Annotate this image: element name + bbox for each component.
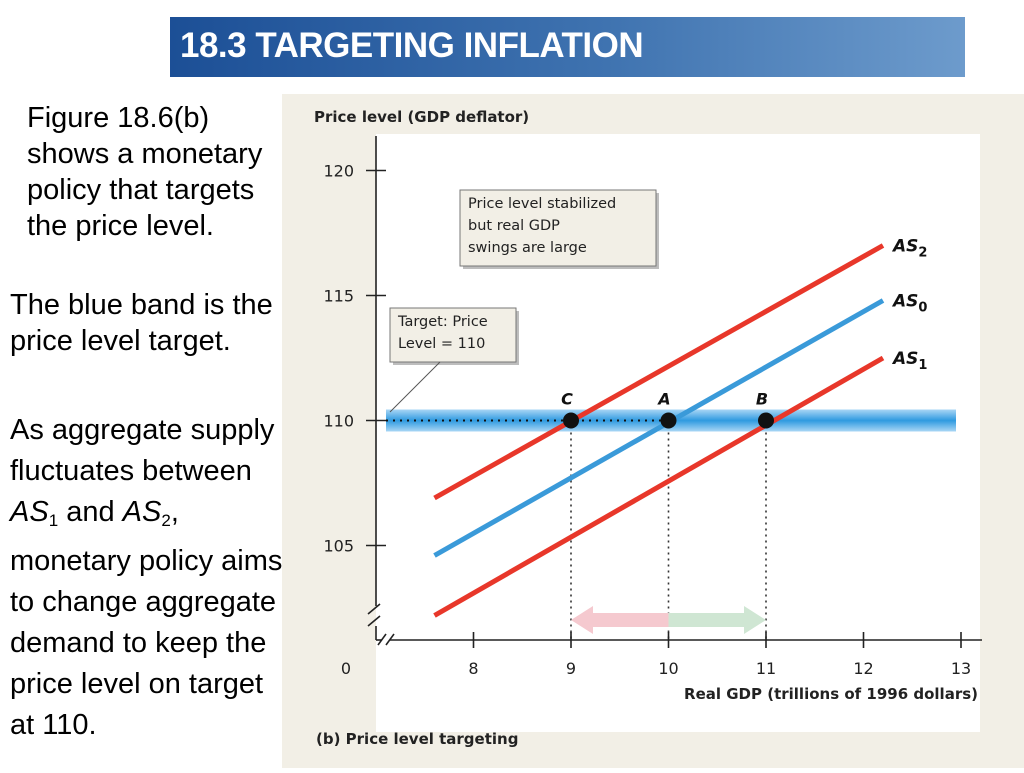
para3-as1-sub: 1 bbox=[48, 511, 59, 530]
title-bar: 18.3 TARGETING INFLATION bbox=[170, 17, 965, 77]
y-axis-label: Price level (GDP deflator) bbox=[314, 108, 529, 126]
as-0-line bbox=[433, 298, 885, 558]
point-c bbox=[563, 412, 579, 429]
point-a bbox=[660, 412, 677, 429]
figure-panel: AS2 AS0 AS1 C A B 105 110 115 120 8 9 10 11 12 13 0 Pr… bbox=[282, 94, 1024, 768]
point-label-b: B bbox=[756, 390, 768, 409]
para3-text-1: As aggregate supply fluctuates between bbox=[10, 414, 275, 487]
para3-as1: AS bbox=[10, 496, 49, 528]
decrease-arrow bbox=[571, 606, 669, 634]
x-axis-label: Real GDP (trillions of 1996 dollars) bbox=[684, 685, 978, 703]
increase-arrow bbox=[668, 606, 766, 634]
para3-as2-sub: 2 bbox=[161, 511, 171, 530]
stabilized-note-box-line: Price level stabilized bbox=[468, 196, 616, 212]
y-tick-label: 120 bbox=[323, 162, 354, 181]
x-tick-label: 13 bbox=[951, 659, 971, 678]
paragraph-aggregate-supply: As aggregate supply fluctuates between A… bbox=[10, 410, 295, 746]
target-note-box-line: Level = 110 bbox=[398, 336, 485, 352]
point-label-a: A bbox=[656, 390, 670, 409]
point-b bbox=[758, 412, 774, 429]
x-axis-break-mark bbox=[385, 633, 395, 646]
stabilized-note-box-line: but real GDP bbox=[468, 218, 560, 234]
stabilized-note-box-line: swings are large bbox=[468, 240, 587, 256]
y-axis-break-mark bbox=[367, 615, 381, 627]
target-note-box-line: Target: Price bbox=[397, 314, 488, 330]
x-tick-label: 8 bbox=[468, 659, 478, 678]
para3-text-2: and bbox=[58, 496, 123, 528]
point-label-c: C bbox=[561, 390, 573, 409]
x-axis-break-mark bbox=[377, 633, 387, 646]
para3-as2: AS bbox=[122, 496, 162, 528]
as-0-label: AS0 bbox=[891, 292, 927, 316]
as-1-line bbox=[433, 355, 885, 618]
y-tick-label: 105 bbox=[323, 537, 354, 556]
x-tick-label: 10 bbox=[658, 659, 678, 678]
para3-text-3: , monetary policy aims to change aggrega… bbox=[10, 496, 283, 741]
chart-caption: (b) Price level targeting bbox=[316, 730, 518, 748]
x-tick-label: 11 bbox=[756, 659, 776, 678]
slide-title: 18.3 TARGETING INFLATION bbox=[180, 26, 644, 65]
y-tick-label: 110 bbox=[323, 412, 354, 431]
x-tick-label: 9 bbox=[566, 659, 576, 678]
paragraph-blue-band: The blue band is the price level target. bbox=[10, 289, 273, 357]
target-leader-line bbox=[389, 361, 441, 413]
as-1-label: AS1 bbox=[891, 349, 927, 373]
y-tick-label: 115 bbox=[323, 287, 354, 306]
y-axis-break-mark bbox=[367, 603, 381, 615]
target-note-box bbox=[389, 307, 517, 363]
as-2-label: AS2 bbox=[891, 237, 927, 261]
stabilized-note-box bbox=[459, 189, 657, 267]
origin-label: 0 bbox=[341, 659, 351, 678]
x-tick-label: 12 bbox=[853, 659, 873, 678]
as-2-line bbox=[433, 243, 885, 501]
paragraph-intro: Figure 18.6(b) shows a monetary policy t… bbox=[27, 102, 263, 242]
price-level-chart: AS2 AS0 AS1 C A B 105 110 115 120 8 9 10 11 12 13 0 Pr… bbox=[314, 108, 982, 748]
